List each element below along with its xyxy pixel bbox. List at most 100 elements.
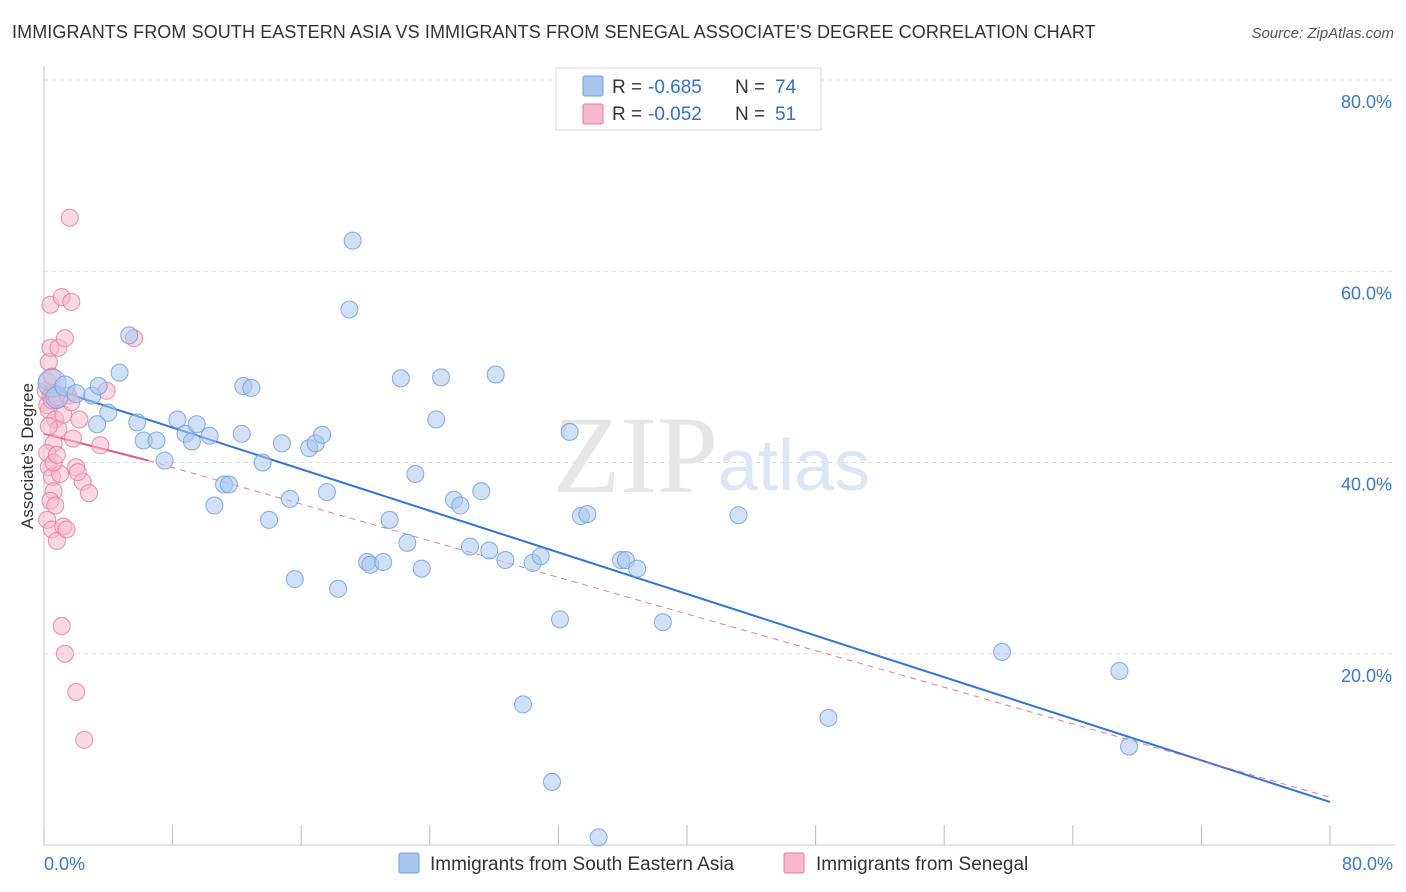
point-senegal: [47, 445, 66, 464]
point-south-eastern-asia: [472, 482, 491, 501]
point-south-eastern-asia: [110, 363, 129, 382]
point-south-eastern-asia: [819, 708, 838, 727]
point-south-eastern-asia: [589, 828, 608, 847]
point-south-eastern-asia: [272, 434, 291, 453]
point-south-eastern-asia: [313, 425, 332, 444]
series-legend-swatch-blue[interactable]: [398, 852, 420, 874]
series-legend-label-blue: Immigrants from South Eastern Asia: [430, 854, 735, 875]
point-senegal: [52, 617, 71, 636]
y-tick-label: 60.0%: [1341, 283, 1392, 303]
point-south-eastern-asia: [88, 415, 107, 434]
point-south-eastern-asia: [993, 642, 1012, 661]
source-credit: Source: ZipAtlas.com: [1251, 25, 1394, 42]
legend-swatch-pink: [582, 103, 604, 125]
point-south-eastern-asia: [200, 426, 219, 445]
point-south-eastern-asia: [187, 415, 206, 434]
chart-title: IMMIGRANTS FROM SOUTH EASTERN ASIA VS IM…: [12, 22, 1096, 42]
legend-r-value-2: -0.052: [648, 104, 702, 125]
point-senegal: [55, 329, 74, 348]
point-south-eastern-asia: [260, 510, 279, 529]
point-south-eastern-asia: [1120, 737, 1139, 756]
point-senegal: [46, 496, 65, 515]
point-south-eastern-asia: [480, 541, 499, 560]
series-legend: Immigrants from South Eastern Asia Immig…: [398, 852, 1028, 875]
point-south-eastern-asia: [560, 422, 579, 441]
point-south-eastern-asia: [1110, 661, 1129, 680]
point-south-eastern-asia: [653, 613, 672, 632]
point-south-eastern-asia: [182, 432, 201, 451]
watermark-zip: ZIP: [553, 394, 718, 516]
point-south-eastern-asia: [531, 547, 550, 566]
point-south-eastern-asia: [380, 510, 399, 529]
point-south-eastern-asia: [280, 489, 299, 508]
point-senegal: [60, 208, 79, 227]
y-tick-labels: 20.0% 40.0% 60.0% 80.0%: [1341, 92, 1392, 686]
point-senegal: [68, 463, 87, 482]
point-south-eastern-asia: [628, 559, 647, 578]
x-tick-label: 0.0%: [44, 854, 85, 874]
point-south-eastern-asia: [551, 610, 570, 629]
legend-r-label-1: R =: [612, 77, 642, 98]
legend-n-value-2: 51: [775, 104, 796, 125]
point-south-eastern-asia: [253, 453, 272, 472]
point-south-eastern-asia: [406, 464, 425, 483]
point-senegal: [80, 484, 99, 503]
data-points: [36, 208, 1139, 847]
x-tick-label: 80.0%: [1342, 854, 1393, 874]
point-south-eastern-asia: [329, 579, 348, 598]
series-legend-label-pink: Immigrants from Senegal: [816, 854, 1028, 875]
grid-lines: [44, 79, 1395, 655]
y-tick-label: 20.0%: [1341, 666, 1392, 686]
point-south-eastern-asia: [398, 533, 417, 552]
point-south-eastern-asia: [514, 695, 533, 714]
y-axis-label: Associate's Degree: [18, 383, 37, 529]
point-south-eastern-asia: [391, 369, 410, 388]
point-south-eastern-asia: [89, 377, 108, 395]
x-tick-labels: 0.0% 80.0%: [44, 854, 1393, 874]
point-senegal: [55, 644, 74, 663]
point-south-eastern-asia: [147, 431, 166, 450]
point-south-eastern-asia: [729, 506, 748, 525]
point-senegal: [91, 436, 110, 455]
point-south-eastern-asia: [155, 451, 174, 470]
point-south-eastern-asia: [219, 475, 238, 494]
point-senegal: [62, 292, 81, 311]
watermark-atlas: atlas: [718, 426, 870, 506]
point-south-eastern-asia: [427, 410, 446, 429]
correlation-legend: R = -0.685 N = 74 R = -0.052 N = 51: [555, 67, 822, 131]
point-south-eastern-asia: [120, 326, 139, 345]
watermark: ZIP atlas: [553, 394, 870, 516]
point-south-eastern-asia: [460, 537, 479, 556]
point-south-eastern-asia: [486, 365, 505, 384]
point-senegal: [39, 417, 58, 436]
point-south-eastern-asia: [205, 496, 224, 515]
point-senegal: [67, 683, 86, 701]
point-south-eastern-asia: [168, 410, 187, 429]
legend-swatch-blue: [582, 75, 604, 97]
legend-r-value-1: -0.685: [648, 77, 702, 98]
point-senegal: [63, 429, 82, 448]
point-south-eastern-asia: [451, 496, 470, 515]
point-south-eastern-asia: [412, 559, 431, 578]
legend-n-value-1: 74: [775, 77, 797, 98]
point-south-eastern-asia: [542, 772, 561, 791]
point-south-eastern-asia: [374, 552, 393, 571]
point-south-eastern-asia: [232, 424, 251, 443]
point-south-eastern-asia: [343, 231, 362, 250]
point-senegal: [57, 520, 76, 539]
point-south-eastern-asia: [242, 378, 261, 397]
point-south-eastern-asia: [66, 384, 86, 404]
y-tick-label: 80.0%: [1341, 92, 1392, 112]
point-senegal: [75, 730, 94, 749]
y-tick-label: 40.0%: [1341, 475, 1392, 495]
point-south-eastern-asia: [317, 483, 336, 502]
point-south-eastern-asia: [496, 551, 515, 570]
legend-n-label-1: N =: [735, 77, 765, 98]
point-senegal: [70, 410, 89, 429]
legend-n-label-2: N =: [735, 104, 765, 125]
point-south-eastern-asia: [432, 368, 451, 387]
series-legend-swatch-pink[interactable]: [783, 852, 805, 874]
point-south-eastern-asia: [128, 413, 147, 432]
point-south-eastern-asia: [285, 570, 304, 589]
